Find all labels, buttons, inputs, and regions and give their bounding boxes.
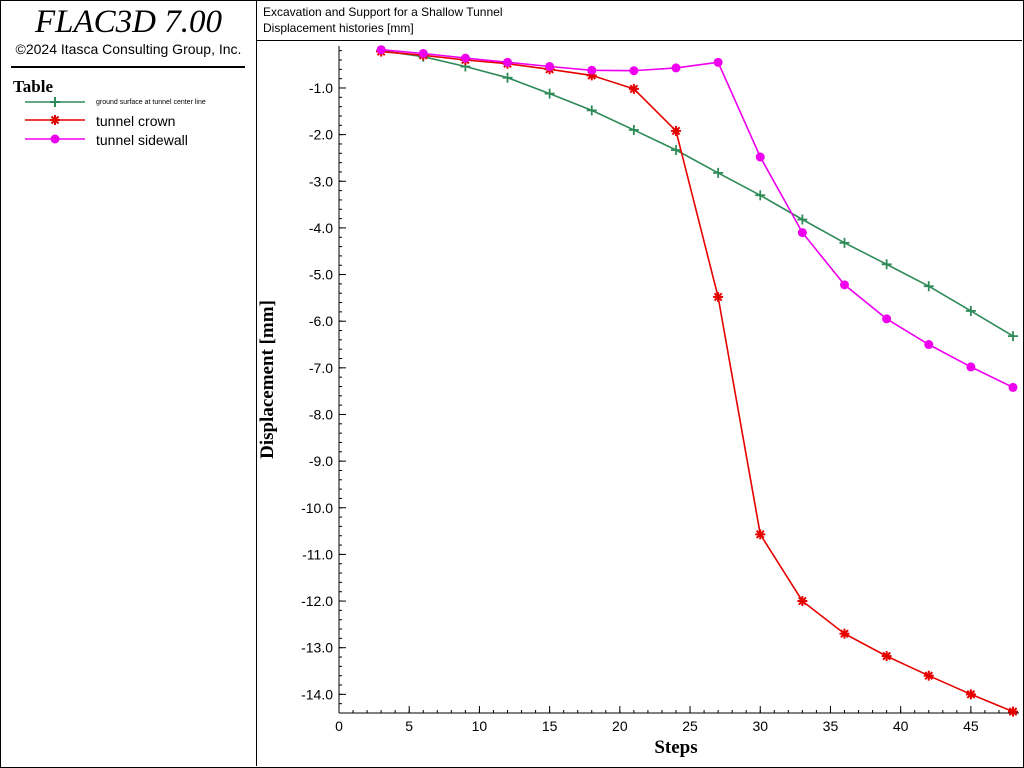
- data-point: [839, 628, 850, 639]
- legend-label-tunnel-sidewall: tunnel sidewall: [96, 132, 188, 148]
- app-title: FLAC3D 7.00: [34, 4, 222, 40]
- x-axis-label: Steps: [654, 737, 697, 758]
- y-tick-label: -10.0: [301, 500, 333, 516]
- data-point: [629, 66, 639, 76]
- legend-panel: FLAC3D 7.00 ©2024 Itasca Consulting Grou…: [1, 1, 257, 766]
- x-tick-label: 15: [542, 718, 558, 734]
- copyright-text: ©2024 Itasca Consulting Group, Inc.: [15, 41, 242, 57]
- x-tick-label: 0: [335, 718, 343, 734]
- y-tick-label: -9.0: [309, 453, 333, 469]
- plus-marker-icon: [25, 97, 85, 107]
- x-tick-label: 20: [612, 718, 628, 734]
- y-tick-label: -14.0: [301, 686, 333, 702]
- x-tick-label: 35: [823, 718, 839, 734]
- plot-title: Excavation and Support for a Shallow Tun…: [263, 5, 503, 19]
- y-tick-label: -8.0: [309, 406, 333, 422]
- data-point: [545, 62, 555, 72]
- data-point: [755, 152, 765, 162]
- data-point: [418, 48, 428, 58]
- y-tick-label: -4.0: [309, 220, 333, 236]
- series-ground-surface-at-tunnel-center-line: [376, 45, 1018, 342]
- data-point: [755, 529, 766, 540]
- y-tick-label: -7.0: [309, 360, 333, 376]
- data-point: [628, 124, 639, 135]
- series-line: [381, 48, 1014, 389]
- y-tick-label: -5.0: [309, 267, 333, 283]
- data-point: [839, 237, 850, 248]
- data-point: [924, 340, 934, 350]
- data-point: [881, 259, 892, 270]
- data-point: [544, 88, 555, 99]
- y-tick-label: -2.0: [309, 127, 333, 143]
- data-point: [671, 145, 681, 156]
- y-axis-label: Displacement [mm]: [257, 300, 278, 459]
- x-tick-label: 25: [682, 718, 698, 734]
- legend-label-tunnel-crown: tunnel crown: [96, 113, 176, 129]
- data-point: [840, 280, 849, 290]
- x-tick-label: 45: [963, 718, 979, 734]
- x-tick-label: 5: [405, 718, 413, 734]
- data-point: [502, 72, 513, 83]
- data-point: [923, 670, 934, 681]
- legend-item-tunnel-sidewall: tunnel sidewall: [23, 131, 253, 149]
- data-point: [671, 125, 681, 136]
- data-point: [755, 190, 766, 201]
- data-point: [882, 314, 892, 324]
- data-point: [713, 291, 724, 302]
- data-point: [713, 57, 723, 67]
- circle-marker-icon: [25, 134, 85, 144]
- data-point: [797, 596, 808, 607]
- y-tick-label: -1.0: [309, 80, 333, 96]
- data-point: [628, 83, 639, 94]
- plot-subtitle: Displacement histories [mm]: [263, 21, 414, 35]
- y-tick-label: -11.0: [302, 546, 333, 562]
- data-point: [966, 362, 976, 372]
- data-point: [460, 53, 470, 63]
- data-point: [797, 228, 807, 238]
- y-tick-label: -6.0: [309, 313, 333, 329]
- data-point: [586, 105, 597, 116]
- data-point: [965, 689, 976, 700]
- legend-title: Table: [13, 77, 54, 96]
- series-tunnel-sidewall: [376, 45, 1018, 392]
- data-point: [713, 167, 724, 178]
- data-point: [1008, 706, 1018, 717]
- series-line: [381, 50, 1014, 713]
- data-point: [587, 65, 597, 75]
- legend-divider: [11, 66, 245, 68]
- asterisk-marker-icon: [25, 115, 85, 125]
- data-point: [376, 45, 386, 55]
- data-point: [881, 651, 892, 662]
- legend-item-ground-surface: ground surface at tunnel center line: [23, 94, 253, 112]
- series-line: [380, 49, 1014, 337]
- legend-label-ground-surface: ground surface at tunnel center line: [96, 99, 206, 106]
- x-tick-label: 40: [893, 718, 909, 734]
- displacement-chart: -1.0 -2.0 -3.0 -4.0 -5.0 -6.0 -7.0 -8.0 -9.0 -10.…: [257, 45, 1019, 758]
- legend-item-tunnel-crown: tunnel crown: [23, 112, 253, 130]
- y-tick-label: -13.0: [301, 640, 333, 656]
- data-point: [503, 57, 512, 67]
- data-point: [965, 305, 976, 316]
- y-tick-label: -3.0: [309, 173, 333, 189]
- data-point: [923, 281, 934, 292]
- series-tunnel-crown: [376, 46, 1018, 717]
- y-tick-label: -12.0: [301, 593, 333, 609]
- data-point: [1008, 331, 1018, 342]
- data-point: [1008, 382, 1018, 392]
- plot-header: Excavation and Support for a Shallow Tun…: [257, 1, 1022, 41]
- data-point: [797, 214, 808, 225]
- x-tick-label: 10: [472, 718, 488, 734]
- data-point: [671, 63, 681, 73]
- x-tick-label: 30: [752, 718, 768, 734]
